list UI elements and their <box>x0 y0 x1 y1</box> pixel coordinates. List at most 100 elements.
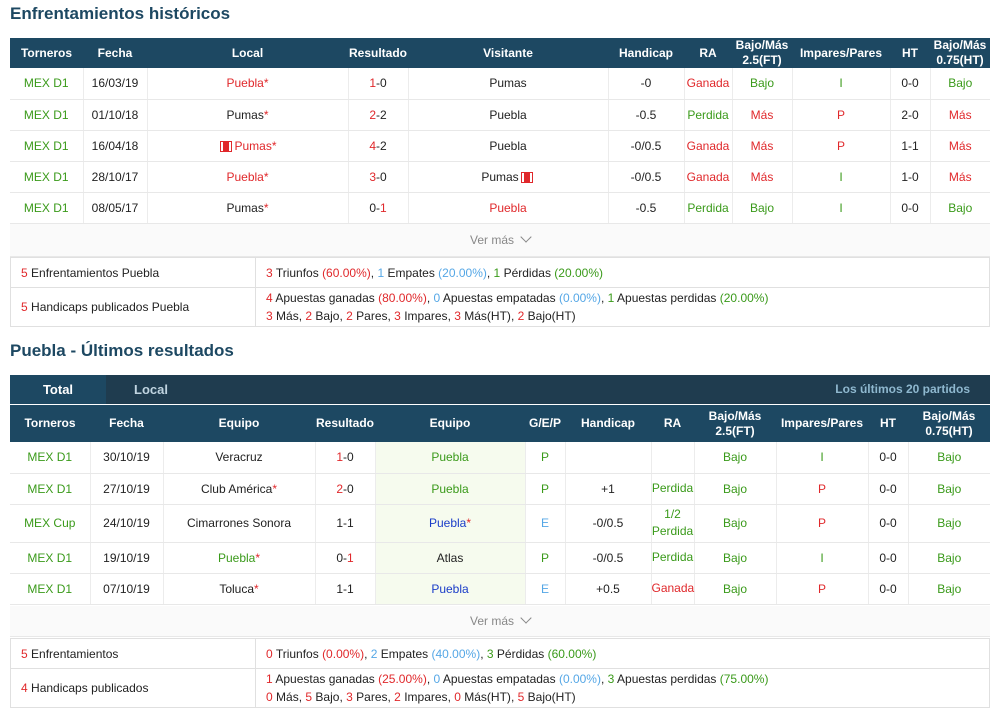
away-team[interactable]: Pumas <box>408 68 609 100</box>
home-team[interactable]: Club América* <box>163 473 316 505</box>
odd-even: I <box>792 161 891 193</box>
over-under-ft: Bajo <box>694 473 777 505</box>
away-team[interactable]: Puebla <box>375 473 526 505</box>
stat-label: Pérdidas <box>503 265 551 280</box>
score[interactable]: 2-0 <box>315 473 376 505</box>
league[interactable]: MEX D1 <box>10 542 91 574</box>
summary-count: 5 <box>21 265 28 280</box>
column-header-label: Visitante <box>483 45 533 60</box>
home-team[interactable]: Pumas* <box>147 192 349 224</box>
stat-count: 5 <box>305 690 313 704</box>
odd-even: P <box>792 99 891 131</box>
stat-label: Apuestas perdidas <box>617 672 717 686</box>
away-team[interactable]: Puebla <box>408 130 609 162</box>
score[interactable]: 4-2 <box>348 130 409 162</box>
column-header: Resultado <box>348 38 408 68</box>
column-header: HT <box>868 405 908 442</box>
league[interactable]: MEX Cup <box>10 504 91 543</box>
score-away: 0 <box>347 450 354 465</box>
column-header: Fecha <box>83 38 147 68</box>
score-away: 1 <box>380 200 387 215</box>
away-team[interactable]: Atlas <box>375 542 526 574</box>
team-name: Puebla <box>217 550 256 565</box>
stat-label: Bajo <box>315 309 340 323</box>
stat-count: 0 <box>454 690 461 704</box>
home-marker-icon: * <box>263 107 269 122</box>
score[interactable]: 1-0 <box>315 442 376 474</box>
home-team[interactable]: Veracruz <box>163 442 316 474</box>
over-under-ht: Más <box>930 161 990 193</box>
column-header: Handicap <box>608 38 684 68</box>
win-draw-loss: P <box>525 442 566 474</box>
score[interactable]: 2-2 <box>348 99 409 131</box>
stat-label: Pares <box>356 690 388 704</box>
odd-even: I <box>792 68 891 100</box>
summary-count: 4 <box>21 681 28 695</box>
home-team[interactable]: Puebla* <box>163 542 316 574</box>
score[interactable]: 0-1 <box>315 542 376 574</box>
league[interactable]: MEX D1 <box>10 473 91 505</box>
league[interactable]: MEX D1 <box>10 573 91 605</box>
summary-count: 5 <box>21 646 28 661</box>
away-team[interactable]: Puebla <box>408 99 609 131</box>
recent-ver-mas-button[interactable]: Ver más <box>10 606 990 637</box>
handicap: -0.5 <box>608 99 685 131</box>
stat-count: 2 <box>370 646 378 661</box>
column-header-label: Fecha <box>109 416 144 430</box>
away-team[interactable]: Puebla <box>375 442 526 474</box>
tab-total[interactable]: Total <box>10 375 106 404</box>
team-name: Atlas <box>436 550 464 565</box>
league[interactable]: MEX D1 <box>10 161 84 193</box>
summary-line: 0 Más, 5 Bajo, 3 Pares, 2 Impares, 0 Más… <box>266 690 576 704</box>
match-date: 08/05/17 <box>83 192 148 224</box>
column-header-label: Fecha <box>97 45 133 60</box>
home-team[interactable]: Pumas* <box>147 99 349 131</box>
away-team[interactable]: Puebla* <box>375 504 526 543</box>
league[interactable]: MEX D1 <box>10 99 84 131</box>
home-team[interactable]: Puebla* <box>147 68 349 100</box>
over-under-ft: Bajo <box>694 573 777 605</box>
summary-label-text: Handicaps publicados Puebla <box>31 300 190 314</box>
league[interactable]: MEX D1 <box>10 192 84 224</box>
home-team[interactable]: Cimarrones Sonora <box>163 504 316 543</box>
home-marker-icon: * <box>272 481 278 496</box>
home-team[interactable]: Pumas* <box>147 130 349 162</box>
team-name: Pumas <box>226 107 264 122</box>
odd-even: P <box>776 573 869 605</box>
stat-label: Pares <box>356 309 388 323</box>
summary-row: 4 Handicaps publicados 1 Apuestas ganadas… <box>11 669 989 708</box>
table-row: MEX D1 07/10/19 Toluca* 1-1 Puebla E +0.5 Ganad… <box>10 573 990 605</box>
half-time-score: 1-0 <box>890 161 931 193</box>
stat-count: 3 <box>266 265 273 280</box>
recent-summary: 5 Enfrentamientos 0 Triunfos (0.00%), 2 E… <box>10 638 990 708</box>
score-separator: - <box>376 200 380 215</box>
score[interactable]: 3-0 <box>348 161 409 193</box>
over-under-ht: Más <box>930 130 990 162</box>
league[interactable]: MEX D1 <box>10 130 84 162</box>
ra-result: Ganada <box>684 161 733 193</box>
score[interactable]: 1-1 <box>315 573 376 605</box>
league[interactable]: MEX D1 <box>10 68 84 100</box>
stat-percent: (25.00%) <box>378 672 427 686</box>
column-header-label: Bajo/Más <box>933 38 987 52</box>
stat-count: 2 <box>394 690 401 704</box>
summary-values: 0 Triunfos (0.00%), 2 Empates (40.00%), … <box>256 639 606 668</box>
table-row: MEX Cup 24/10/19 Cimarrones Sonora 1-1 Puebl… <box>10 504 990 543</box>
league[interactable]: MEX D1 <box>10 442 91 474</box>
away-team[interactable]: Pumas <box>408 161 609 193</box>
score[interactable]: 1-0 <box>348 68 409 100</box>
summary-label: 5 Enfrentamientos <box>11 639 256 668</box>
score[interactable]: 1-1 <box>315 504 376 543</box>
away-team[interactable]: Puebla <box>408 192 609 224</box>
team-name: Pumas <box>489 76 527 91</box>
score[interactable]: 0-1 <box>348 192 409 224</box>
h2h-ver-mas-button[interactable]: Ver más <box>10 224 990 257</box>
match-date: 19/10/19 <box>90 542 164 574</box>
column-header-label: HT <box>902 45 918 60</box>
away-team[interactable]: Puebla <box>375 573 526 605</box>
home-team[interactable]: Puebla* <box>147 161 349 193</box>
h2h-title: Enfrentamientos históricos <box>10 4 231 23</box>
home-team[interactable]: Toluca* <box>163 573 316 605</box>
tab-local[interactable]: Local <box>134 382 168 397</box>
team-name: Puebla <box>431 481 469 496</box>
